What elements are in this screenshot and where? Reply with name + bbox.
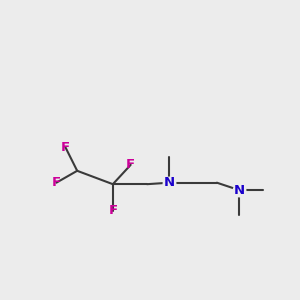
- Text: F: F: [52, 176, 61, 189]
- Text: F: F: [126, 158, 135, 171]
- Text: N: N: [164, 176, 175, 189]
- Text: N: N: [234, 184, 245, 196]
- Text: F: F: [108, 204, 117, 218]
- Text: F: F: [61, 140, 70, 154]
